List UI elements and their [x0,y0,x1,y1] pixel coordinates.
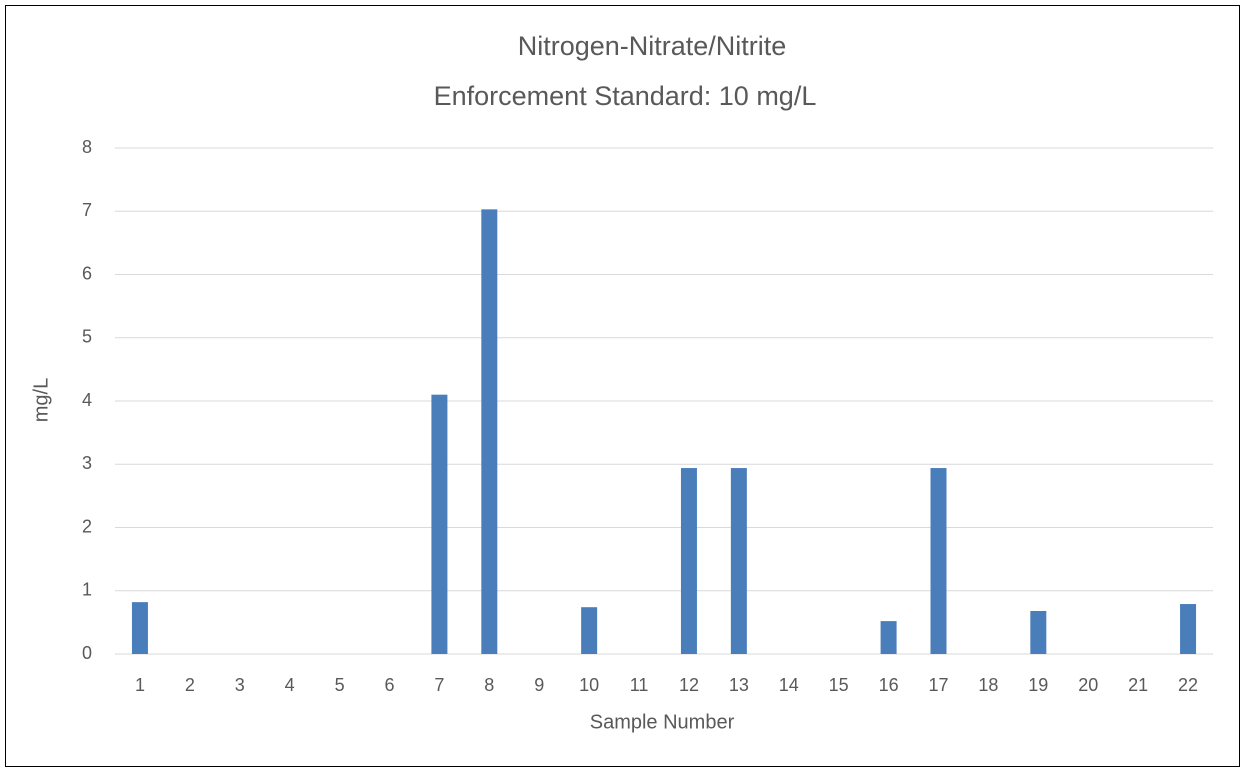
x-tick-label: 1 [135,675,145,695]
x-tick-label: 22 [1178,675,1198,695]
x-tick-label: 9 [534,675,544,695]
chart-frame [5,5,1240,767]
x-tick-label: 12 [679,675,699,695]
x-tick-label: 20 [1078,675,1098,695]
bar [481,209,498,655]
x-tick-label: 11 [630,675,649,695]
bar [880,621,897,654]
y-tick-label: 0 [82,643,92,663]
x-tick-label: 4 [285,675,295,695]
bar [1180,604,1197,654]
x-tick-label: 13 [729,675,749,695]
x-axis-label: Sample Number [590,711,735,733]
chart-subtitle: Enforcement Standard: 10 mg/L [434,81,817,111]
chart-title: Nitrogen-Nitrate/Nitrite [518,31,787,61]
bar [581,607,598,654]
bar [431,394,448,654]
x-tick-label: 17 [928,675,948,695]
y-axis-label: mg/L [30,378,52,422]
x-tick-label: 19 [1028,675,1048,695]
x-tick-label: 16 [879,675,899,695]
bar [131,602,148,654]
y-tick-label: 2 [82,516,92,536]
x-tick-label: 21 [1128,675,1148,695]
y-tick-label: 7 [82,200,92,220]
bar [1030,610,1047,654]
x-tick-label: 7 [434,675,444,695]
y-tick-label: 5 [82,327,92,347]
x-tick-label: 15 [829,675,849,695]
x-tick-label: 2 [185,675,195,695]
x-tick-label: 10 [579,675,599,695]
y-tick-label: 4 [82,390,92,410]
bar [680,468,697,654]
bar [930,468,947,654]
y-tick-label: 3 [82,453,92,473]
y-tick-label: 6 [82,263,92,283]
x-tick-label: 3 [235,675,245,695]
bar [730,468,747,654]
x-tick-label: 18 [978,675,998,695]
y-tick-label: 8 [82,137,92,157]
y-tick-label: 1 [82,580,92,600]
x-tick-label: 6 [384,675,394,695]
x-tick-label: 14 [779,675,799,695]
x-tick-label: 5 [335,675,345,695]
x-tick-label: 8 [484,675,494,695]
